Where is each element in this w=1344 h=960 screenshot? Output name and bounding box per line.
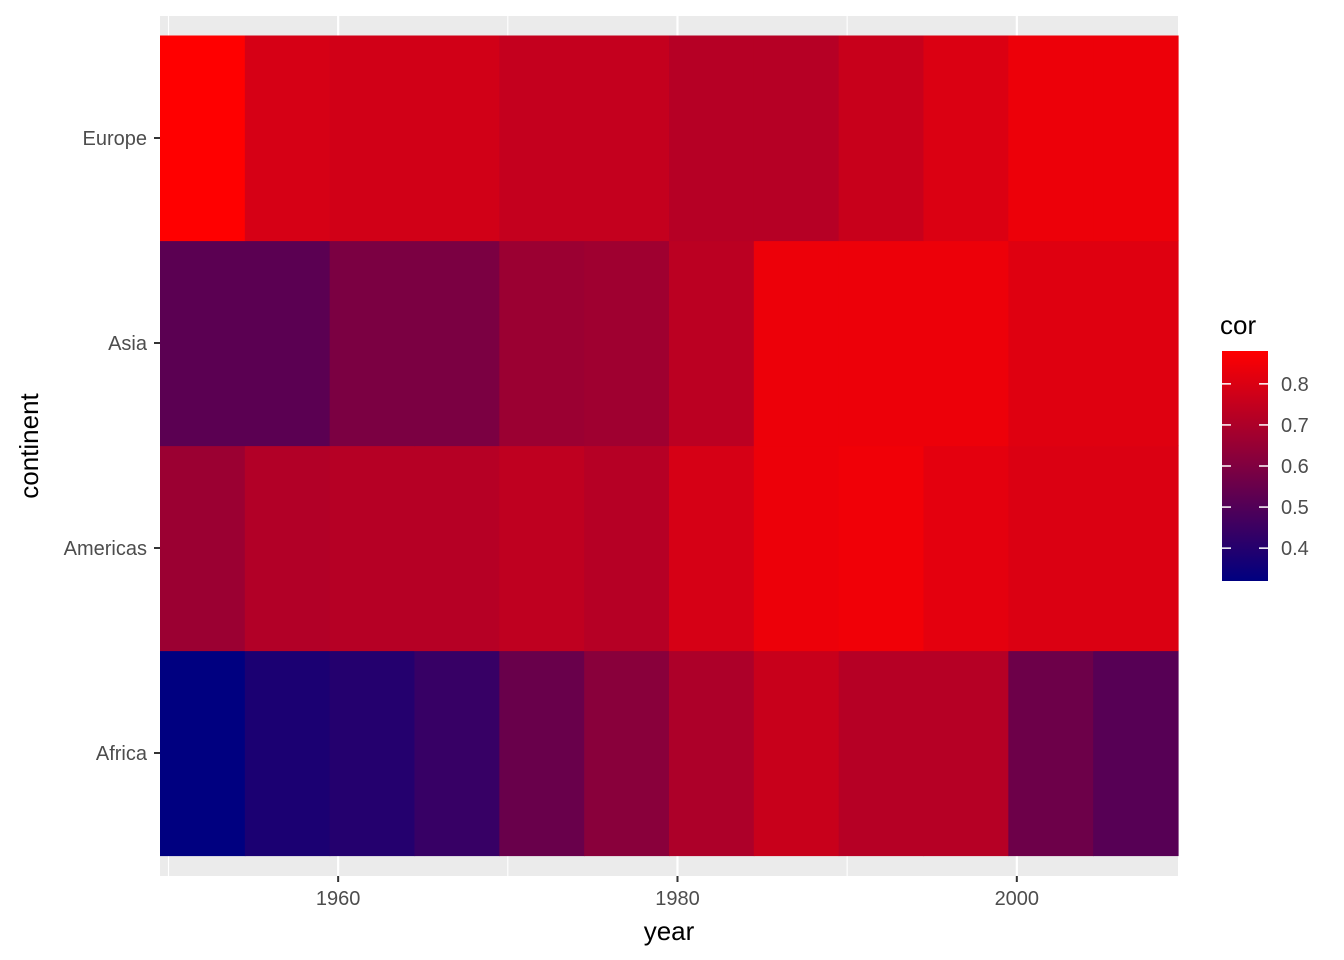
heatmap-tile xyxy=(584,445,670,652)
heatmap-tile xyxy=(499,445,585,652)
y-tick-label: Americas xyxy=(64,538,147,560)
legend-title: cor xyxy=(1220,310,1256,340)
heatmap-tile xyxy=(244,240,331,447)
heatmap-tile xyxy=(329,240,416,447)
heatmap-tile xyxy=(753,240,840,447)
x-tick-label: 1960 xyxy=(316,888,361,910)
heatmap-tile xyxy=(1093,240,1179,447)
heatmap-tile xyxy=(753,445,840,652)
heatmap-tile xyxy=(244,650,331,857)
heatmap-tile xyxy=(753,35,840,242)
legend-label: 0.7 xyxy=(1281,415,1309,437)
axes: 1960 1980 2000 Africa Americas Asia Europe xyxy=(64,128,1039,910)
heatmap-tile xyxy=(753,650,840,857)
heatmap-tile xyxy=(1093,35,1179,242)
heatmap-tile xyxy=(160,35,246,242)
y-tick-label: Africa xyxy=(96,743,148,765)
legend-label: 0.6 xyxy=(1281,456,1309,478)
y-tick-label: Asia xyxy=(108,333,148,355)
y-tick-label: Europe xyxy=(83,128,148,150)
heatmap-tile xyxy=(584,650,670,857)
heatmap-tile xyxy=(669,240,755,447)
heatmap-tile xyxy=(414,35,500,242)
heatmap-tile xyxy=(838,240,925,447)
heatmap-tile xyxy=(244,445,331,652)
heatmap-tile xyxy=(669,445,755,652)
heatmap-tile xyxy=(838,35,925,242)
legend-label: 0.8 xyxy=(1281,374,1309,396)
heatmap-tile xyxy=(244,35,331,242)
y-axis-title: continent xyxy=(14,392,44,498)
heatmap-tile xyxy=(414,240,500,447)
legend-label: 0.4 xyxy=(1281,538,1309,560)
heatmap-tile xyxy=(923,240,1009,447)
heatmap-tile xyxy=(499,240,585,447)
heatmap-tile xyxy=(838,650,925,857)
heatmap-tile xyxy=(1093,650,1179,857)
heatmap-tile xyxy=(1008,445,1094,652)
heatmap-tile xyxy=(499,650,585,857)
heatmap-tile xyxy=(329,35,416,242)
heatmap-tile xyxy=(584,35,670,242)
x-tick-label: 1980 xyxy=(655,888,700,910)
heatmap-tile xyxy=(838,445,925,652)
heatmap-tile xyxy=(329,445,416,652)
heatmap-tile xyxy=(1008,650,1094,857)
x-tick-label: 2000 xyxy=(995,888,1040,910)
legend: cor 0.8 0.7 0.6 0.5 0.4 xyxy=(1220,310,1309,581)
heatmap-tile xyxy=(669,650,755,857)
heatmap-tile xyxy=(584,240,670,447)
heatmap-tiles xyxy=(160,35,1179,857)
heatmap-tile xyxy=(1093,445,1179,652)
heatmap-tile xyxy=(669,35,755,242)
heatmap-tile xyxy=(414,650,500,857)
heatmap-tile xyxy=(329,650,416,857)
heatmap-tile xyxy=(923,650,1009,857)
heatmap-tile xyxy=(414,445,500,652)
heatmap-tile xyxy=(923,445,1009,652)
heatmap-tile xyxy=(1008,35,1094,242)
legend-label: 0.5 xyxy=(1281,497,1309,519)
heatmap-tile xyxy=(160,445,246,652)
heatmap-tile xyxy=(923,35,1009,242)
heatmap-tile xyxy=(160,240,246,447)
x-axis-title: year xyxy=(644,916,695,946)
heatmap-tile xyxy=(160,650,246,857)
heatmap-tile xyxy=(1008,240,1094,447)
heatmap-tile xyxy=(499,35,585,242)
